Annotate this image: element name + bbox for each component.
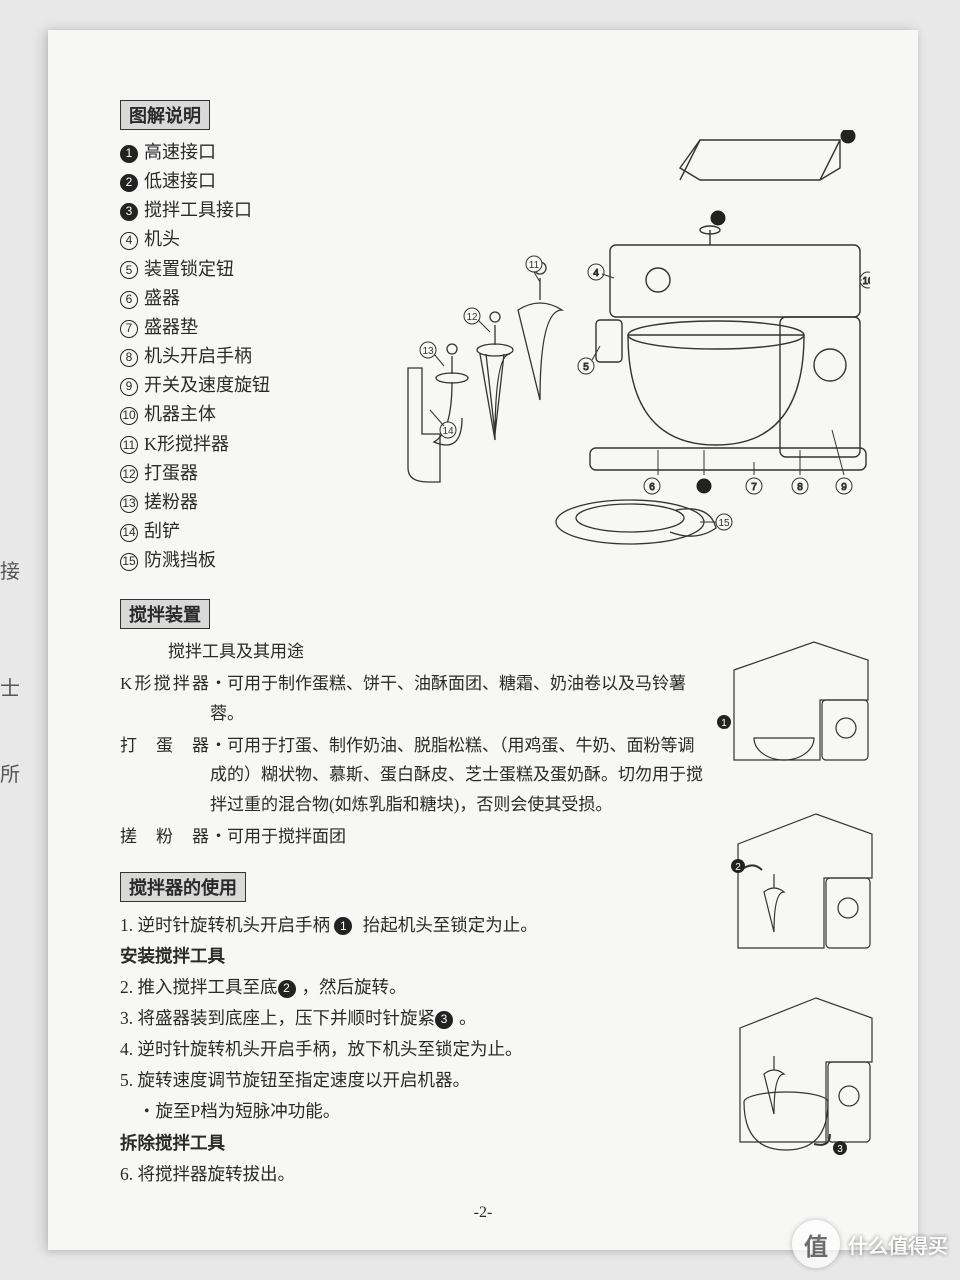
callout-number-icon: 11 xyxy=(120,436,138,454)
callout-number-icon: 6 xyxy=(120,291,138,309)
step-diagram-2: 2 xyxy=(714,808,884,968)
watermark-badge-icon: 值 xyxy=(792,1220,840,1268)
watermark: 值 什么值得买 xyxy=(792,1220,948,1268)
svg-text:2: 2 xyxy=(715,213,721,224)
parts-list-label: 开关及速度旋钮 xyxy=(144,375,270,395)
parts-list-label: 机头开启手柄 xyxy=(144,346,252,366)
parts-list-label: K形搅拌器 xyxy=(144,434,229,454)
svg-text:7: 7 xyxy=(751,482,757,493)
svg-text:10: 10 xyxy=(862,276,870,287)
svg-text:5: 5 xyxy=(583,362,589,373)
parts-list-label: 防溅挡板 xyxy=(144,550,216,570)
tool-label: 搓粉器 xyxy=(120,822,210,852)
svg-text:2: 2 xyxy=(735,862,741,873)
callout-number-icon: 14 xyxy=(120,524,138,542)
manual-page: 图解说明 1高速接口2低速接口3搅拌工具接口4机头5装置锁定钮6盛器7盛器垫8机… xyxy=(48,30,918,1250)
callout-number-icon: 12 xyxy=(120,465,138,483)
mixer-step-icon: 2 xyxy=(714,808,884,968)
callout-number-icon: 15 xyxy=(120,553,138,571)
callout-number-icon: 10 xyxy=(120,407,138,425)
tool-label: K形搅拌器 xyxy=(120,669,210,729)
mixer-step-icon: 1 xyxy=(714,630,884,780)
page-number: -2- xyxy=(48,1204,918,1222)
parts-list-label: 机器主体 xyxy=(144,404,216,424)
callout-number-icon: 7 xyxy=(120,320,138,338)
usage-step: 5. 旋转速度调节旋钮至指定速度以开启机器。 xyxy=(120,1065,710,1096)
parts-list-label: 刮铲 xyxy=(144,521,180,541)
svg-text:3: 3 xyxy=(701,481,707,492)
svg-text:1: 1 xyxy=(845,131,851,142)
mixer-step-icon: 3 xyxy=(714,992,884,1162)
usage-step: 1. 逆时针旋转机头开启手柄 1 抬起机头至锁定为止。 xyxy=(120,910,710,941)
exploded-diagram: 1 2 3 4 5 6 7 8 9 10 xyxy=(400,130,870,550)
parts-list-label: 搅拌工具接口 xyxy=(144,200,252,220)
parts-list-label: 搓粉器 xyxy=(144,492,198,512)
svg-text:11: 11 xyxy=(529,260,540,271)
tool-description: ・可用于打蛋、制作奶油、脱脂松糕、（用鸡蛋、牛奶、面粉等调成的）糊状物、慕斯、蛋… xyxy=(210,731,710,820)
parts-list-label: 装置锁定钮 xyxy=(144,259,234,279)
parts-list-label: 打蛋器 xyxy=(144,463,198,483)
parts-list-label: 盛器垫 xyxy=(144,317,198,337)
callout-number-icon: 3 xyxy=(120,203,138,221)
mixer-diagram-icon: 1 2 3 4 5 6 7 8 9 10 xyxy=(400,130,870,550)
svg-text:1: 1 xyxy=(721,718,727,729)
edge-fragment: 接 xyxy=(0,555,20,584)
section-heading: 搅拌器的使用 xyxy=(120,872,246,902)
callout-number-icon: 13 xyxy=(120,495,138,513)
section-heading: 图解说明 xyxy=(120,100,210,130)
svg-text:9: 9 xyxy=(841,482,847,493)
svg-text:3: 3 xyxy=(837,1144,843,1155)
parts-list-label: 机头 xyxy=(144,229,180,249)
edge-fragment: 所 xyxy=(0,758,20,787)
svg-text:8: 8 xyxy=(797,482,803,493)
svg-text:15: 15 xyxy=(718,518,730,529)
step-diagram-3: 3 xyxy=(714,992,884,1162)
parts-list-item: 15 防溅挡板 xyxy=(120,546,870,575)
callout-number-icon: 1 xyxy=(334,917,352,935)
watermark-text: 什么值得买 xyxy=(848,1230,948,1259)
parts-list-label: 盛器 xyxy=(144,288,180,308)
usage-subheading: 安装搅拌工具 xyxy=(120,941,710,972)
svg-text:4: 4 xyxy=(593,268,599,279)
usage-step: 2. 推入搅拌工具至底2，然后旋转。 xyxy=(120,972,710,1003)
usage-step: 6. 将搅拌器旋转拔出。 xyxy=(120,1159,710,1190)
callout-number-icon: 4 xyxy=(120,232,138,250)
callout-number-icon: 5 xyxy=(120,261,138,279)
tool-row: K形搅拌器・可用于制作蛋糕、饼干、油酥面团、糖霜、奶油卷以及马铃薯蓉。 xyxy=(120,669,710,729)
svg-text:6: 6 xyxy=(649,482,655,493)
usage-step: 4. 逆时针旋转机头开启手柄，放下机头至锁定为止。 xyxy=(120,1034,710,1065)
callout-number-icon: 2 xyxy=(278,980,296,998)
edge-fragment: 士 xyxy=(0,672,20,701)
svg-text:13: 13 xyxy=(422,346,434,357)
svg-text:14: 14 xyxy=(442,426,454,437)
usage-step: 3. 将盛器装到底座上，压下并顺时针旋紧3。 xyxy=(120,1003,710,1034)
tool-row: 搓粉器・可用于搅拌面团 xyxy=(120,822,710,852)
tool-description: ・可用于搅拌面团 xyxy=(210,822,710,852)
tool-description: ・可用于制作蛋糕、饼干、油酥面团、糖霜、奶油卷以及马铃薯蓉。 xyxy=(210,669,710,729)
callout-number-icon: 9 xyxy=(120,378,138,396)
callout-number-icon: 2 xyxy=(120,174,138,192)
step-diagram-1: 1 xyxy=(714,630,884,780)
callout-number-icon: 1 xyxy=(120,145,138,163)
callout-number-icon: 8 xyxy=(120,349,138,367)
usage-note: ・旋至P档为短脉冲功能。 xyxy=(120,1096,710,1127)
callout-number-icon: 3 xyxy=(435,1011,453,1029)
parts-list-label: 低速接口 xyxy=(144,171,216,191)
svg-text:12: 12 xyxy=(466,312,478,323)
tool-label: 打蛋器 xyxy=(120,731,210,820)
usage-subheading: 拆除搅拌工具 xyxy=(120,1128,710,1159)
parts-list-label: 高速接口 xyxy=(144,142,216,162)
section-heading: 搅拌装置 xyxy=(120,599,210,629)
tool-row: 打蛋器・可用于打蛋、制作奶油、脱脂松糕、（用鸡蛋、牛奶、面粉等调成的）糊状物、慕… xyxy=(120,731,710,820)
